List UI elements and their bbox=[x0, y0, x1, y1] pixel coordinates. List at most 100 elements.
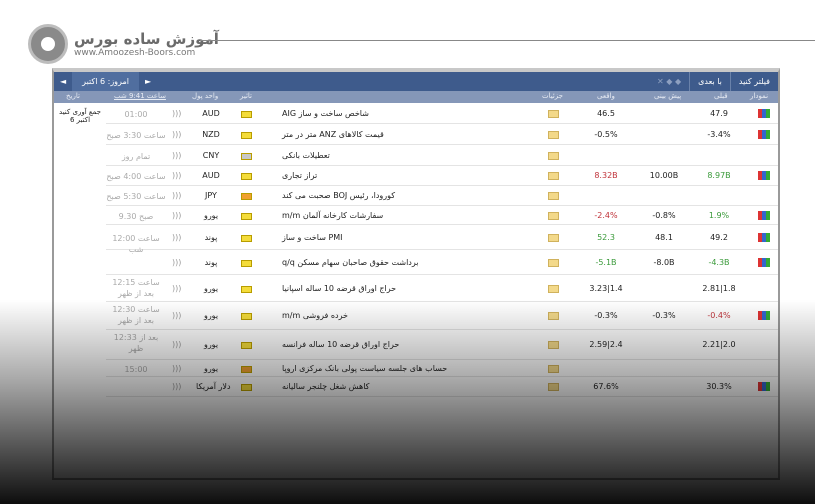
folder-icon[interactable] bbox=[548, 110, 559, 118]
folder-icon[interactable] bbox=[548, 364, 559, 373]
event-name[interactable]: حراج اوراق قرضه 10 ساله فرانسه bbox=[282, 340, 400, 349]
event-name[interactable]: تراز تجاری bbox=[282, 171, 318, 180]
actual-value: 2.59|2.4 bbox=[589, 340, 623, 349]
currency: دلار آمریکا bbox=[196, 382, 231, 391]
bar-chart-icon[interactable] bbox=[758, 171, 770, 180]
filter-button[interactable]: فیلتر کنید bbox=[729, 72, 778, 91]
event-time: ساعت 12:15 بعد از ظهر bbox=[112, 278, 160, 298]
importance-icon bbox=[241, 313, 252, 320]
table-row[interactable]: ساعت 3:30 صبح ))) NZD متر در متر ANZ قیم… bbox=[106, 124, 778, 145]
bar-chart-icon[interactable] bbox=[758, 257, 770, 267]
folder-icon[interactable] bbox=[548, 172, 559, 180]
table-row[interactable]: ساعت 12:15 بعد از ظهر ))) یورو حراج اورا… bbox=[106, 275, 778, 302]
table-row[interactable]: صبح 9.30 ))) یورو m/m سفارشات کارخانه آل… bbox=[106, 206, 778, 225]
importance-icon bbox=[241, 259, 252, 267]
folder-icon[interactable] bbox=[548, 233, 559, 242]
table-row[interactable]: تمام روز ))) CNY تعطیلات بانکی bbox=[106, 145, 778, 166]
header-actual: واقعی bbox=[597, 92, 615, 100]
forecast-value: 48.1 bbox=[655, 232, 673, 242]
previous-value: -3.4% bbox=[707, 129, 731, 139]
event-name[interactable]: متر در متر ANZ قیمت کالاهای bbox=[282, 129, 384, 139]
header-time[interactable]: ساعت 9:41 شب bbox=[114, 92, 166, 100]
folder-icon[interactable] bbox=[548, 341, 559, 349]
bar-chart-icon[interactable] bbox=[758, 129, 770, 139]
speaker-icon[interactable]: ))) bbox=[172, 363, 182, 373]
table-row[interactable]: ))) پوند q/q برداشت حقوق صاحبان سهام مسک… bbox=[106, 250, 778, 275]
speaker-icon[interactable]: ))) bbox=[172, 191, 182, 200]
speaker-icon[interactable]: ))) bbox=[172, 129, 182, 139]
header-importance: تاثیر bbox=[240, 92, 253, 100]
currency: پوند bbox=[204, 257, 218, 267]
economic-calendar: ◄ امروز: 6 اکتبر ► ✕ ◆ ◆ با بعدی فیلتر ک… bbox=[52, 68, 780, 480]
folder-icon[interactable] bbox=[548, 192, 559, 200]
bar-chart-icon[interactable] bbox=[758, 311, 770, 320]
speaker-icon[interactable]: ))) bbox=[172, 150, 182, 160]
importance-icon bbox=[241, 365, 252, 373]
event-name[interactable]: m/m خرده فروشی bbox=[282, 311, 348, 320]
event-name[interactable]: حراج اوراق قرضه 10 ساله اسپانیا bbox=[282, 283, 397, 293]
event-name[interactable]: m/m سفارشات کارخانه آلمان bbox=[282, 210, 384, 220]
event-name[interactable]: کاهش شغل چلنجر سالیانه bbox=[282, 382, 370, 391]
bar-chart-icon[interactable] bbox=[758, 232, 770, 242]
forecast-value: -0.3% bbox=[652, 311, 676, 320]
folder-icon[interactable] bbox=[548, 383, 559, 391]
folder-icon[interactable] bbox=[548, 211, 559, 220]
folder-icon[interactable] bbox=[548, 284, 559, 293]
actual-value: 46.5 bbox=[597, 109, 615, 118]
table-row[interactable]: ساعت 4:00 صبح ))) AUD تراز تجاری 8.32B 1… bbox=[106, 166, 778, 186]
actual-value: -2.4% bbox=[594, 210, 618, 220]
event-name[interactable]: حساب های جلسه سیاست پولی بانک مرکزی اروپ… bbox=[282, 363, 448, 373]
speaker-icon[interactable]: ))) bbox=[172, 171, 182, 180]
importance-icon bbox=[241, 342, 252, 349]
table-row[interactable]: بعد از 12:33 ظهر ))) یورو حراج اوراق قرض… bbox=[106, 330, 778, 360]
table-row[interactable]: 01:00 ))) AUD AIG شاخص ساخت و ساز 46.5 4… bbox=[106, 104, 778, 124]
folder-icon[interactable] bbox=[548, 130, 559, 139]
event-name[interactable]: ساخت و ساز PMI bbox=[282, 232, 343, 242]
previous-value: -4.3B bbox=[708, 257, 730, 267]
logo-name: آموزش ساده بورس bbox=[74, 30, 219, 48]
actual-value: -0.5% bbox=[594, 129, 618, 139]
event-time: 01:00 bbox=[124, 110, 148, 119]
folder-icon[interactable] bbox=[548, 312, 559, 320]
next-button[interactable]: با بعدی bbox=[689, 72, 730, 91]
bar-chart-icon[interactable] bbox=[758, 210, 770, 220]
folder-icon[interactable] bbox=[548, 151, 559, 160]
today-tab[interactable]: امروز: 6 اکتبر bbox=[72, 72, 139, 91]
bar-chart-icon[interactable] bbox=[758, 382, 770, 391]
previous-value: 1.9% bbox=[708, 210, 730, 220]
currency: CNY bbox=[202, 150, 220, 160]
header-forecast: پیش بینی bbox=[654, 92, 682, 100]
event-name[interactable]: AIG شاخص ساخت و ساز bbox=[282, 109, 369, 118]
event-time: بعد از 12:33 ظهر bbox=[113, 333, 159, 353]
importance-icon bbox=[241, 384, 252, 391]
header-previous: قبلی bbox=[714, 92, 728, 100]
table-row[interactable]: 15:00 ))) یورو حساب های جلسه سیاست پولی … bbox=[106, 360, 778, 377]
speaker-icon[interactable]: ))) bbox=[172, 311, 182, 320]
event-name[interactable]: تعطیلات بانکی bbox=[282, 150, 330, 160]
speaker-icon[interactable]: ))) bbox=[172, 257, 182, 267]
actual-value: 67.6% bbox=[593, 382, 619, 391]
folder-icon[interactable] bbox=[548, 258, 559, 267]
speaker-icon[interactable]: ))) bbox=[172, 232, 182, 242]
speaker-icon[interactable]: ))) bbox=[172, 382, 182, 391]
bar-chart-icon[interactable] bbox=[758, 109, 770, 118]
currency: AUD bbox=[202, 109, 220, 118]
importance-icon bbox=[241, 285, 252, 293]
table-row[interactable]: ساعت 5:30 صبح ))) JPY صحبت می کند BOJ کو… bbox=[106, 186, 778, 206]
event-name[interactable]: q/q برداشت حقوق صاحبان سهام مسکن bbox=[282, 257, 419, 267]
speaker-icon[interactable]: ))) bbox=[172, 109, 182, 118]
header-details: جزئیات bbox=[542, 92, 563, 100]
forecast-value: -0.8% bbox=[652, 210, 676, 220]
speaker-icon[interactable]: ))) bbox=[172, 283, 182, 293]
window-controls[interactable]: ✕ ◆ ◆ bbox=[657, 77, 682, 86]
actual-value: 3.23|1.4 bbox=[589, 283, 623, 293]
table-row[interactable]: ))) دلار آمریکا کاهش شغل چلنجر سالیانه 6… bbox=[106, 377, 778, 397]
event-name[interactable]: صحبت می کند BOJ کورودا، رئیس bbox=[282, 191, 396, 200]
speaker-icon[interactable]: ))) bbox=[172, 340, 182, 349]
speaker-icon[interactable]: ))) bbox=[172, 210, 182, 220]
prev-day-button[interactable]: ◄ bbox=[60, 77, 67, 86]
table-row[interactable]: ساعت 12:30 بعد از ظهر ))) یورو m/m خرده … bbox=[106, 302, 778, 330]
table-row[interactable]: ساعت 12:00 شب ))) پوند ساخت و ساز PMI 52… bbox=[106, 225, 778, 254]
next-day-button[interactable]: ► bbox=[144, 77, 152, 86]
event-time: ساعت 4:00 صبح bbox=[106, 172, 166, 181]
